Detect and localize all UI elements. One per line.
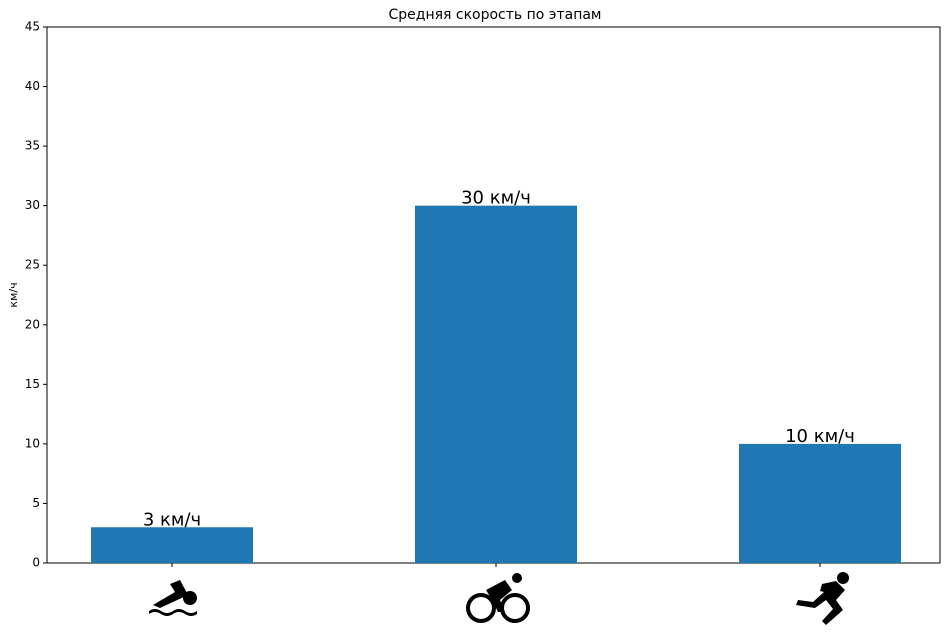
value-label: 30 км/ч — [461, 188, 531, 209]
y-tick-label: 30 — [25, 198, 40, 212]
bike-icon — [466, 573, 530, 623]
y-tick-label: 35 — [25, 139, 40, 153]
y-axis-label: км/ч — [7, 282, 20, 307]
y-tick-label: 45 — [25, 20, 40, 34]
y-tick-label: 10 — [25, 436, 40, 450]
y-tick-label: 20 — [25, 317, 40, 331]
y-tick-label: 5 — [32, 496, 40, 510]
bar — [739, 443, 901, 563]
chart-title: Средняя скорость по этапам — [388, 7, 601, 23]
y-tick-label: 0 — [32, 556, 40, 570]
bar — [415, 205, 577, 563]
y-tick-label: 15 — [25, 377, 40, 391]
swim-icon — [149, 580, 197, 616]
value-label: 10 км/ч — [785, 426, 855, 447]
run-icon — [796, 572, 849, 625]
y-tick-label: 25 — [25, 258, 40, 272]
y-tick-label: 40 — [25, 79, 40, 93]
value-label: 3 км/ч — [143, 509, 201, 530]
bar — [91, 527, 253, 563]
